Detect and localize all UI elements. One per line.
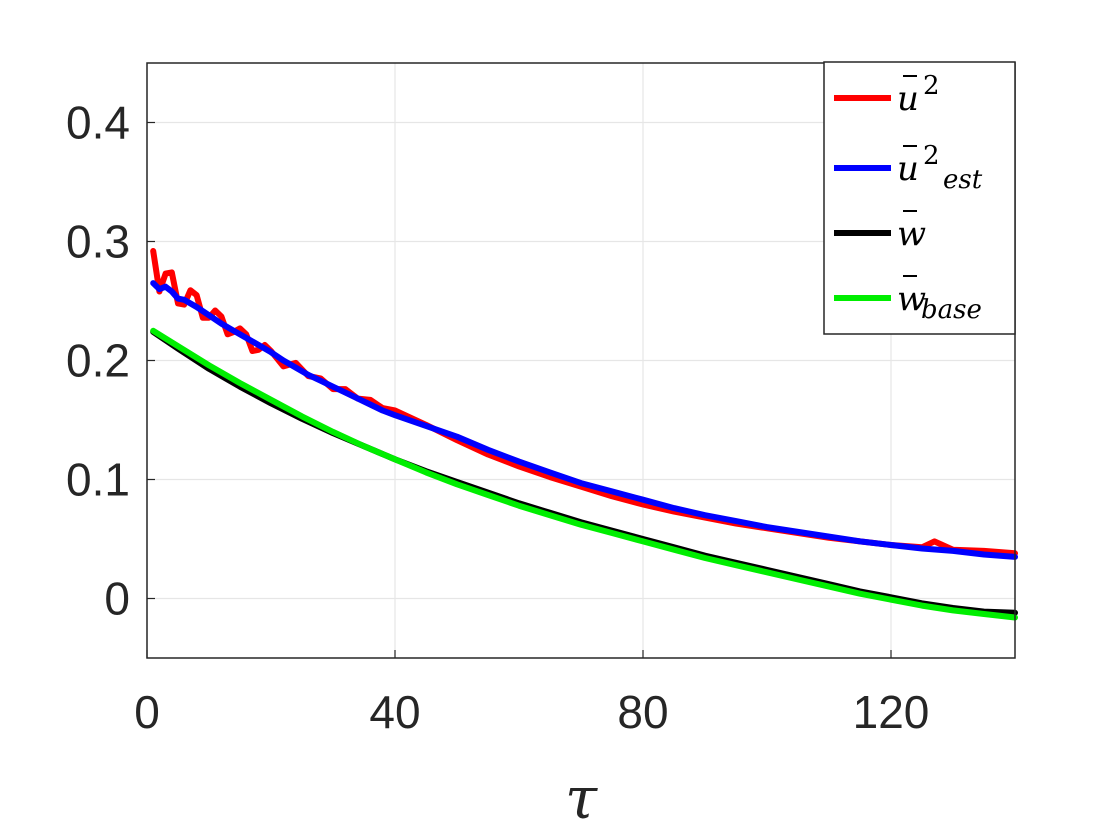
x-axis-title: τ bbox=[565, 764, 598, 832]
legend-label-base: w bbox=[897, 279, 926, 319]
series-lines bbox=[150, 248, 1018, 621]
y-tick-label: 0 bbox=[104, 573, 130, 625]
legend-label-base: u bbox=[897, 149, 919, 189]
x-axis-ticks: 0 40 80 120 bbox=[134, 650, 929, 738]
x-tick-label: 80 bbox=[617, 686, 668, 738]
legend-entry: w bbox=[897, 210, 926, 254]
legend-label-base: w bbox=[897, 214, 926, 254]
x-tick-label: 40 bbox=[369, 686, 420, 738]
y-tick-label: 0.3 bbox=[66, 216, 130, 268]
legend-label-sup: 2 bbox=[923, 71, 940, 101]
legend-label-base: u bbox=[897, 79, 919, 119]
legend-label-sub: base bbox=[921, 295, 982, 325]
y-tick-label: 0.2 bbox=[66, 335, 130, 387]
x-tick-label: 0 bbox=[134, 686, 160, 738]
series-line-2 bbox=[150, 280, 1018, 560]
legend-label-sup: 2 bbox=[923, 141, 940, 171]
y-tick-label: 0.1 bbox=[66, 454, 130, 506]
legend-box bbox=[823, 61, 1016, 335]
legend-label-sub: est bbox=[943, 165, 983, 195]
series-line-4 bbox=[150, 327, 1018, 621]
y-tick-label: 0.4 bbox=[66, 97, 130, 149]
y-axis-ticks: 0 0.1 0.2 0.3 0.4 bbox=[66, 97, 155, 625]
x-tick-label: 120 bbox=[853, 686, 930, 738]
